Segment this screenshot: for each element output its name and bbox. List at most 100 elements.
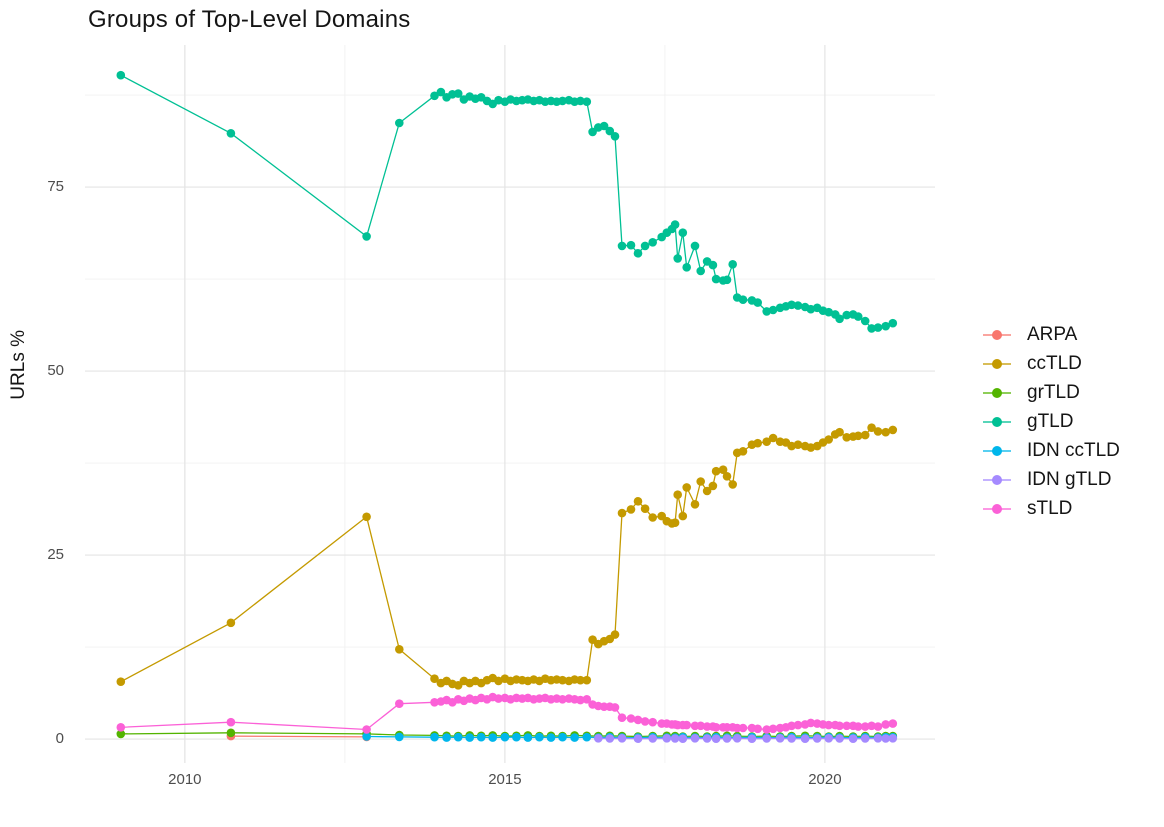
legend-key-cctld-icon: [983, 358, 1011, 369]
legend-item-idn-cctld: IDN ccTLD: [982, 436, 1120, 465]
data-point: [787, 721, 796, 731]
legend-label: grTLD: [1027, 381, 1080, 403]
data-point: [395, 699, 404, 708]
data-point: [762, 725, 771, 734]
legend-key-arpa-icon: [983, 329, 1011, 340]
data-point: [753, 438, 762, 448]
data-point: [860, 430, 870, 440]
y-axis-tick-label: 0: [55, 730, 64, 748]
data-point: [806, 718, 816, 728]
data-point: [226, 129, 236, 138]
data-point: [430, 674, 439, 683]
data-point: [853, 431, 863, 441]
data-point: [610, 703, 620, 712]
legend-label: ARPA: [1027, 323, 1078, 345]
data-point: [582, 97, 592, 106]
data-point: [535, 732, 544, 742]
legend: ARPA ccTLD grTLD gTLD IDN ccTLD IDN gTLD sTLD: [982, 320, 1120, 523]
data-point: [806, 304, 816, 314]
data-point: [747, 734, 757, 743]
data-point: [787, 441, 796, 451]
data-point: [873, 323, 883, 332]
data-point: [696, 266, 705, 276]
legend-item-grtld: grTLD: [982, 378, 1120, 407]
data-point: [848, 734, 858, 743]
data-point: [768, 305, 778, 315]
data-point: [576, 96, 585, 106]
x-axis-tick-label: 2020: [808, 771, 842, 788]
data-point: [648, 513, 657, 522]
data-point: [860, 316, 870, 326]
data-point: [873, 722, 883, 731]
data-point: [599, 121, 609, 131]
data-point: [610, 132, 620, 141]
data-point: [842, 310, 851, 320]
data-point: [640, 717, 650, 726]
data-point: [640, 241, 650, 251]
data-point: [722, 472, 732, 481]
data-point: [732, 734, 742, 743]
data-point: [696, 477, 705, 486]
data-point: [116, 729, 126, 739]
data-point: [853, 312, 863, 321]
data-point: [860, 722, 870, 731]
data-point: [453, 89, 463, 98]
data-point: [648, 734, 657, 743]
data-point: [648, 717, 657, 727]
data-point: [824, 307, 833, 317]
data-point: [558, 675, 567, 685]
data-point: [576, 695, 585, 705]
data-point: [678, 734, 688, 743]
data-point: [576, 675, 585, 685]
data-point: [762, 437, 771, 447]
data-point: [558, 695, 567, 704]
data-point: [824, 734, 833, 743]
data-point: [362, 732, 371, 741]
data-point: [594, 734, 603, 743]
data-point: [673, 490, 682, 500]
data-point: [670, 734, 680, 743]
data-point: [728, 480, 737, 489]
legend-item-idn-gtld: IDN gTLD: [982, 465, 1120, 494]
data-point: [362, 512, 371, 522]
data-point: [696, 721, 705, 731]
series-cctld-points: [116, 423, 898, 690]
data-point: [711, 723, 721, 732]
data-point: [640, 504, 650, 513]
data-point: [787, 734, 796, 743]
data-point: [853, 722, 863, 731]
data-point: [888, 318, 898, 328]
data-point: [226, 618, 236, 628]
series-gtld-line: [120, 74, 894, 330]
data-point: [842, 433, 851, 442]
data-point: [702, 734, 712, 743]
data-point: [605, 126, 615, 136]
data-point: [711, 466, 721, 476]
data-point: [610, 630, 620, 639]
data-point: [670, 518, 680, 527]
data-point: [881, 734, 890, 743]
data-point: [605, 734, 615, 743]
data-point: [793, 440, 803, 450]
data-point: [512, 732, 521, 742]
plot-panel: [85, 45, 935, 763]
data-point: [708, 260, 718, 270]
data-point: [442, 733, 451, 742]
legend-key-stld-icon: [983, 503, 1011, 514]
data-point: [476, 732, 486, 742]
data-point: [824, 435, 833, 444]
data-point: [888, 425, 898, 435]
legend-key-idn-cctld-icon: [983, 445, 1011, 456]
data-point: [835, 427, 844, 437]
data-point: [722, 734, 732, 743]
data-point: [881, 321, 890, 331]
data-point: [494, 694, 503, 703]
series-arpa-line: [230, 735, 367, 738]
data-point: [582, 732, 592, 742]
data-point: [793, 720, 803, 730]
data-point: [690, 500, 700, 509]
data-point: [682, 483, 691, 492]
data-point: [488, 733, 498, 742]
data-point: [633, 249, 643, 258]
data-point: [430, 91, 439, 101]
